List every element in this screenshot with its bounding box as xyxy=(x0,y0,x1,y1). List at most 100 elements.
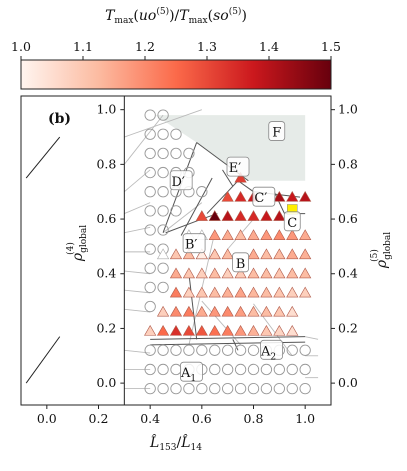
triangle-marker xyxy=(234,171,247,183)
circle-marker xyxy=(247,363,260,376)
triangle-marker xyxy=(299,190,312,202)
y-tick-label-right: 0.4 xyxy=(338,266,358,281)
circle-marker xyxy=(144,382,156,395)
triangle-marker xyxy=(286,324,299,336)
y-tick-label-left: 0.0 xyxy=(96,375,116,390)
triangle-marker xyxy=(273,190,286,202)
triangle-marker xyxy=(195,248,208,260)
y-tick-label-left: 1.0 xyxy=(96,102,116,117)
x-tick-label: 1.0 xyxy=(295,411,315,426)
triangle-marker xyxy=(273,286,286,298)
x-ticks: 0.0 0.2 0.4 0.6 0.8 1.0 xyxy=(37,405,315,426)
triangle-marker xyxy=(195,267,208,279)
region-label: F xyxy=(272,126,281,141)
y-axis-label-right: ρglobal(5) xyxy=(369,232,393,269)
circle-marker xyxy=(170,147,182,160)
circle-marker xyxy=(157,363,169,376)
region-label-box xyxy=(232,252,249,273)
triangle-marker xyxy=(299,229,312,240)
triangle-marker xyxy=(247,267,260,279)
circle-marker xyxy=(144,205,156,217)
triangle-marker xyxy=(221,267,234,279)
triangle-marker xyxy=(221,210,234,221)
triangle-marker xyxy=(195,286,208,298)
triangle-marker xyxy=(234,229,247,240)
circle-marker xyxy=(273,363,285,376)
triangle-marker xyxy=(208,210,221,221)
guide-line xyxy=(123,114,164,165)
guide-line xyxy=(124,109,202,138)
circle-marker xyxy=(157,382,169,395)
guide-line xyxy=(305,336,319,340)
circle-marker xyxy=(170,128,182,140)
circle-marker xyxy=(247,344,260,356)
circle-marker xyxy=(183,147,195,160)
triangle-marker xyxy=(273,324,286,336)
region-label-box xyxy=(226,156,250,177)
region-label-box xyxy=(268,121,286,141)
circle-marker xyxy=(286,363,298,376)
colorbar-tick-label: 1.5 xyxy=(321,39,341,54)
circle-marker xyxy=(286,382,298,395)
triangle-marker xyxy=(247,286,260,298)
circle-marker xyxy=(157,128,169,140)
triangle-marker xyxy=(260,305,273,317)
y-tick-label-right: 0.0 xyxy=(338,375,358,390)
y-tick-label-right: 0.6 xyxy=(338,211,358,226)
triangle-marker xyxy=(182,286,196,298)
triangle-marker xyxy=(182,324,196,336)
triangle-marker xyxy=(247,229,260,240)
circle-marker xyxy=(144,147,156,160)
triangle-marker xyxy=(182,305,196,317)
triangle-marker xyxy=(195,305,208,317)
triangle-marker xyxy=(247,324,260,336)
y-tick-label-right: 0.2 xyxy=(338,320,358,335)
guide-line xyxy=(253,303,293,357)
triangle-marker xyxy=(286,248,299,260)
region-boundary xyxy=(222,169,234,187)
circle-marker xyxy=(286,344,298,356)
circle-marker xyxy=(170,382,182,395)
y-tick-label-left: 0.6 xyxy=(96,211,116,226)
region-boundary xyxy=(206,180,301,214)
triangle-marker xyxy=(169,305,183,317)
circle-marker xyxy=(209,363,221,376)
colorbar-tick-label: 1.1 xyxy=(73,39,93,54)
triangle-marker xyxy=(260,229,273,240)
triangle-marker xyxy=(221,248,234,260)
colorbar-ticks: 1.0 1.1 1.2 1.3 1.4 1.5 xyxy=(11,39,341,60)
triangle-marker xyxy=(144,324,157,336)
circle-marker xyxy=(299,382,311,395)
circle-marker xyxy=(183,344,195,356)
triangle-marker xyxy=(234,305,247,317)
region-label-box xyxy=(169,170,193,191)
region-label-box xyxy=(260,339,283,360)
region-label-box xyxy=(180,361,203,382)
triangle-marker xyxy=(169,267,183,279)
guide-line xyxy=(162,202,203,234)
y-ticks-left: 0.0 0.2 0.4 0.6 0.8 1.0 xyxy=(96,102,125,390)
circle-marker xyxy=(157,205,169,217)
triangle-marker xyxy=(221,190,234,202)
region-label-box xyxy=(182,233,206,254)
triangle-marker xyxy=(208,286,221,298)
circle-marker xyxy=(157,224,169,236)
region-boundary xyxy=(150,336,306,340)
circle-marker xyxy=(157,147,169,160)
circle-marker xyxy=(157,262,169,274)
colorbar-tick-label: 1.2 xyxy=(135,39,155,54)
colorbar-tick-label: 1.3 xyxy=(197,39,217,54)
triangle-marker xyxy=(221,229,234,240)
y-tick-label-left: 0.8 xyxy=(96,156,116,171)
triangle-marker xyxy=(299,286,312,298)
y-tick-label-right: 1.0 xyxy=(338,102,358,117)
circle-marker xyxy=(209,382,221,395)
circle-marker xyxy=(299,363,311,376)
guide-line xyxy=(124,289,151,294)
triangle-marker xyxy=(286,229,299,240)
triangle-marker xyxy=(247,248,260,260)
x-tick-label: 0.4 xyxy=(140,411,160,426)
triangle-marker xyxy=(234,286,247,298)
